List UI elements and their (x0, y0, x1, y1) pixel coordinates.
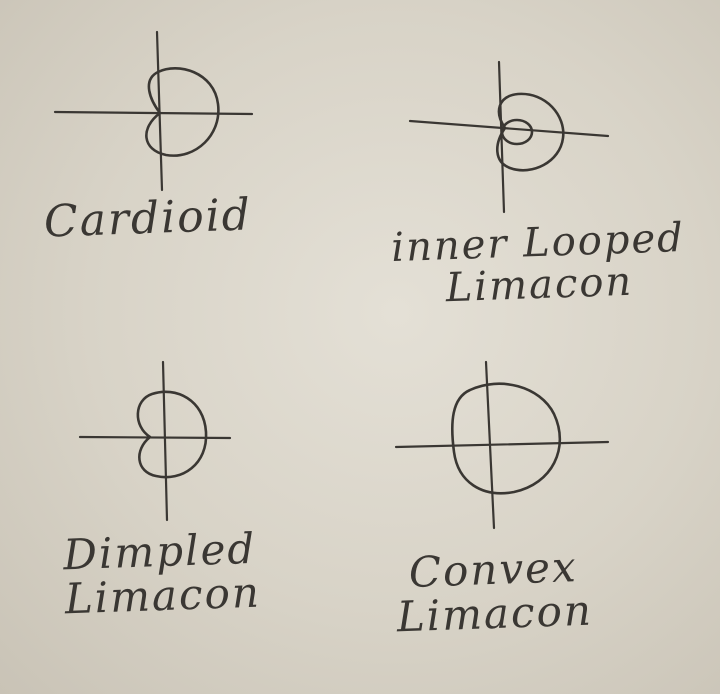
inner-looped-inner-loop (500, 118, 534, 146)
convex-label-line-2: Limacon (395, 585, 594, 642)
dimpled-sketch (78, 360, 232, 522)
convex-sketch (394, 360, 610, 530)
cardioid-label-line-1: Cardioid (43, 189, 253, 248)
inner-looped-x-axis (408, 119, 610, 138)
convex-x-axis (394, 440, 610, 449)
inner-looped-outer-loop (496, 92, 565, 172)
convex-label: Convex Limacon (395, 542, 594, 642)
cardioid-curve (145, 67, 220, 157)
cardioid-x-axis (53, 110, 254, 116)
cardioid-sketch (53, 30, 254, 192)
inner-looped-label: inner Looped Limacon (391, 215, 687, 311)
inner-looped-sketch (408, 60, 610, 214)
dimpled-y-axis (161, 360, 169, 522)
dimpled-label-line-2: Limacon (63, 567, 262, 624)
convex-curve (451, 382, 562, 495)
cardioid-label: Cardioid (43, 189, 253, 248)
dimpled-curve (136, 390, 208, 479)
dimpled-label: Dimpled Limacon (62, 524, 262, 624)
dimpled-x-axis (78, 435, 232, 440)
convex-y-axis (484, 360, 496, 530)
inner-looped-y-axis (497, 60, 506, 214)
